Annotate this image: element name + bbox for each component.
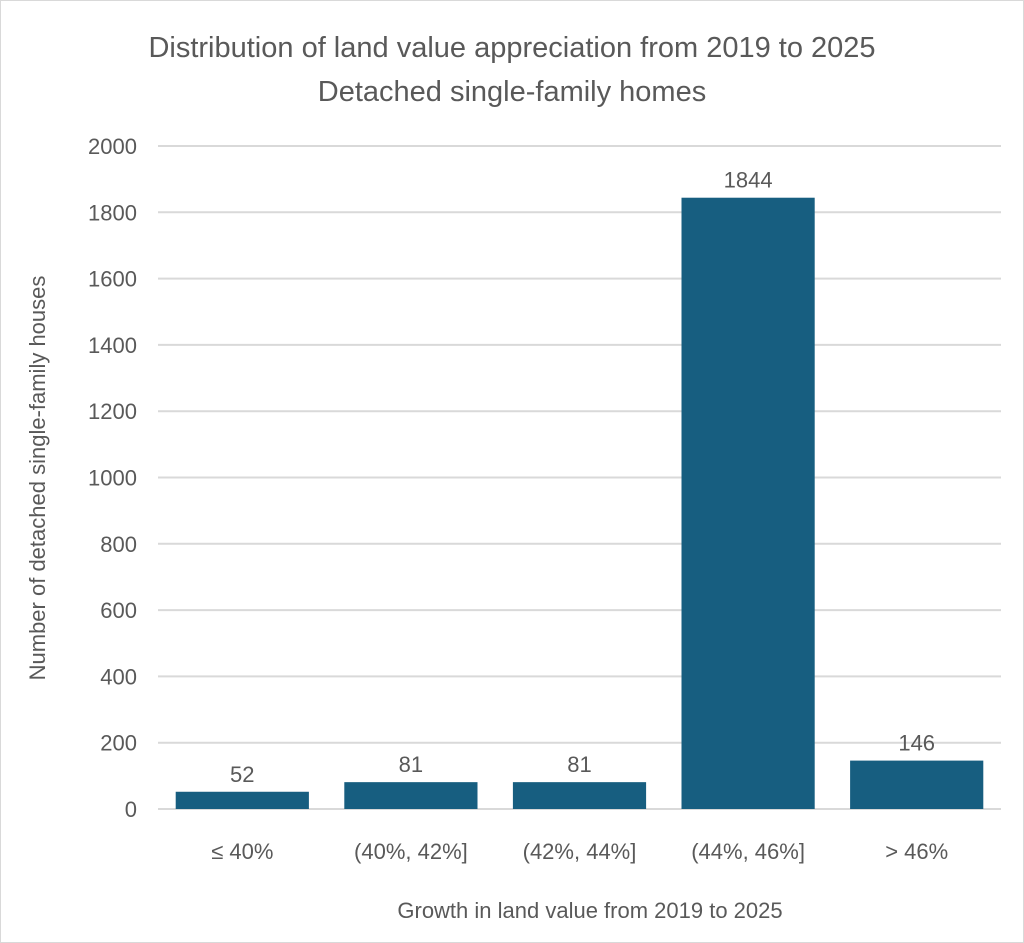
x-tick-label: (42%, 44%] [523, 839, 637, 864]
y-tick-label: 1800 [88, 200, 137, 225]
data-label: 1844 [724, 168, 773, 193]
x-tick-label: (40%, 42%] [354, 839, 468, 864]
bar [512, 782, 647, 809]
y-tick-label: 1000 [88, 466, 137, 491]
chart-title: Distribution of land value appreciation … [148, 32, 875, 64]
y-tick-label: 1600 [88, 267, 137, 292]
chart-subtitle: Detached single-family homes [318, 76, 706, 108]
y-tick-label: 1400 [88, 333, 137, 358]
bar [175, 791, 309, 809]
y-axis-label: Number of detached single-family houses [25, 276, 50, 681]
data-label: 81 [567, 752, 591, 777]
bar [850, 760, 984, 809]
bar [344, 782, 478, 809]
y-tick-label: 0 [125, 797, 137, 822]
y-tick-label: 600 [100, 598, 137, 623]
y-tick-label: 200 [100, 731, 137, 756]
y-tick-label: 800 [100, 532, 137, 557]
x-tick-label: (44%, 46%] [691, 839, 805, 864]
bar [681, 197, 815, 810]
y-tick-label: 2000 [88, 134, 137, 159]
data-label: 52 [230, 762, 254, 787]
x-tick-label: > 46% [885, 839, 948, 864]
y-tick-label: 1200 [88, 399, 137, 424]
data-label: 146 [898, 731, 935, 756]
y-tick-label: 400 [100, 664, 137, 689]
data-label: 81 [399, 752, 423, 777]
x-axis-label: Growth in land value from 2019 to 2025 [397, 898, 782, 923]
x-tick-label: ≤ 40% [211, 839, 273, 864]
